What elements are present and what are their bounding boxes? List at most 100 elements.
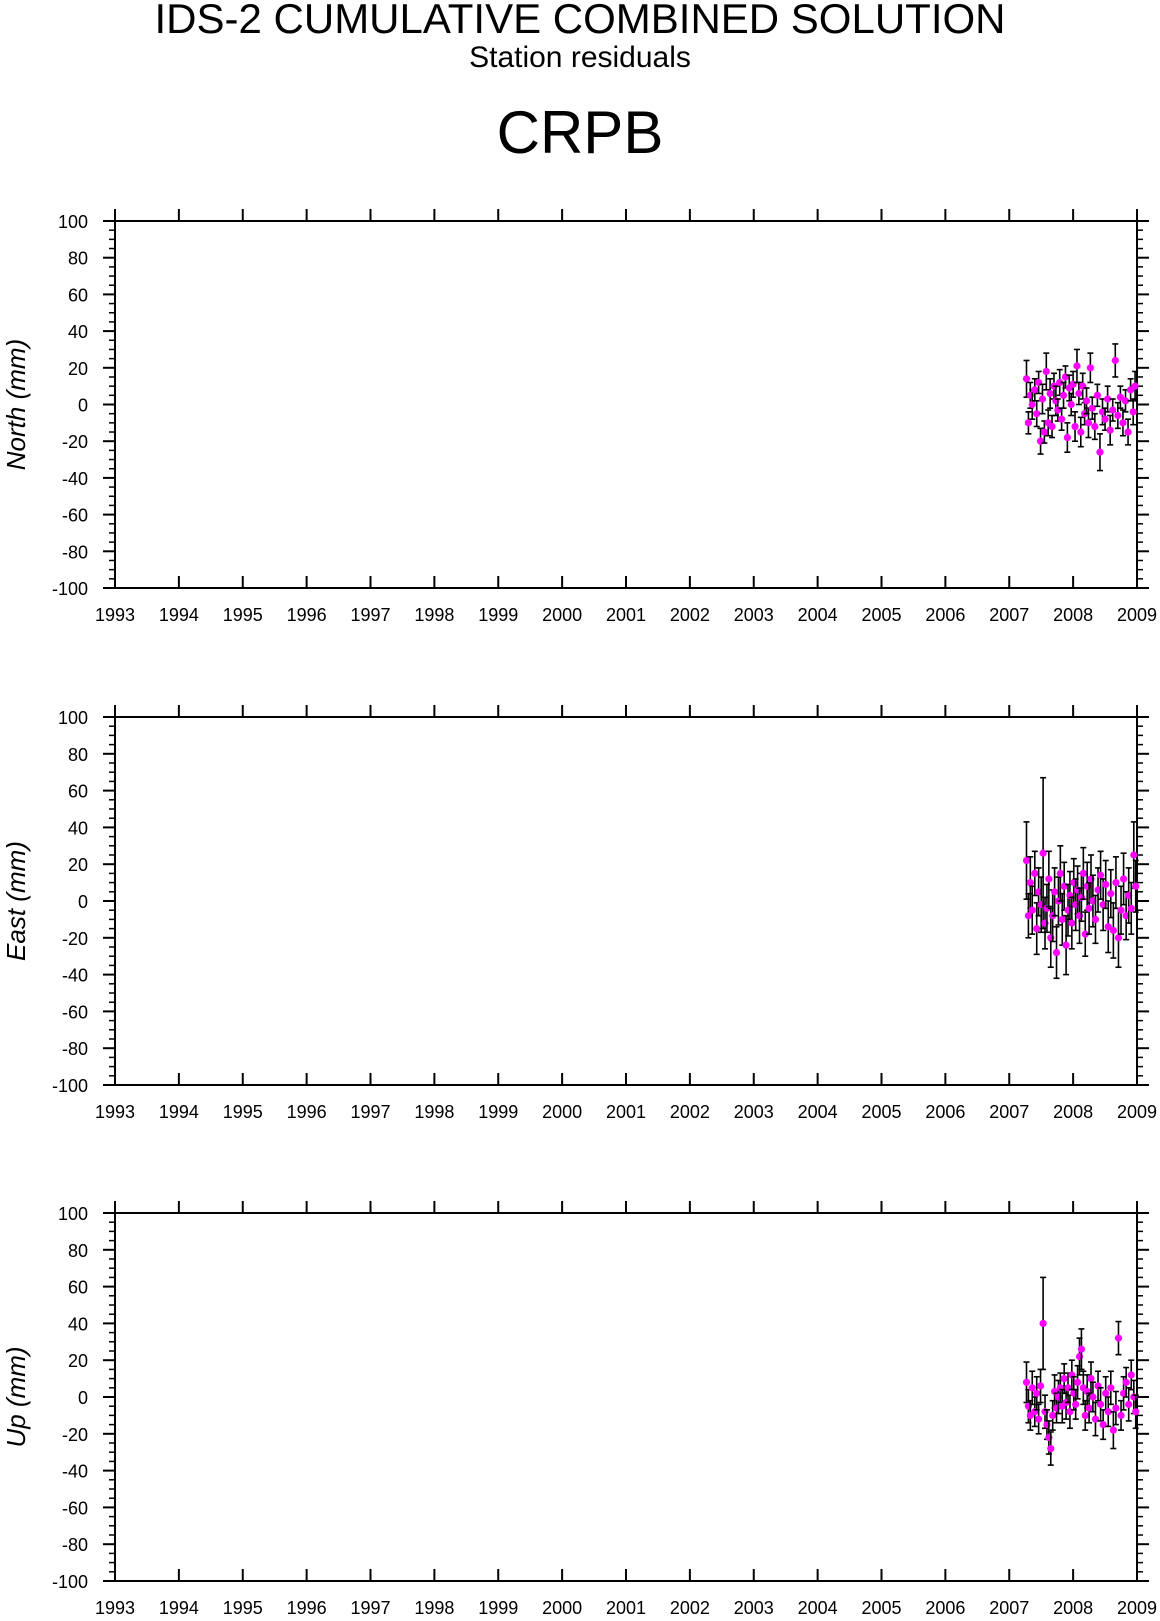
point-marker bbox=[1121, 397, 1130, 405]
y-tick-label: 20 bbox=[68, 855, 88, 875]
point-marker bbox=[1085, 1404, 1093, 1412]
data-point bbox=[1112, 1390, 1120, 1426]
point-marker bbox=[1111, 356, 1119, 365]
point-marker bbox=[1117, 906, 1125, 914]
x-tick-label: 2007 bbox=[989, 605, 1029, 625]
data-point bbox=[1077, 1328, 1086, 1371]
station-name: CRPB bbox=[496, 99, 664, 166]
x-tick-label: 1998 bbox=[414, 1102, 454, 1122]
x-tick-label: 2001 bbox=[606, 605, 646, 625]
point-marker bbox=[1077, 1345, 1086, 1353]
x-tick-label: 1999 bbox=[478, 1102, 518, 1122]
data-point bbox=[1026, 856, 1034, 910]
data-point bbox=[1075, 381, 1083, 406]
data-point bbox=[1131, 370, 1139, 402]
point-marker bbox=[1068, 919, 1076, 927]
y-axis-label: East (mm) bbox=[1, 841, 31, 961]
point-marker bbox=[1033, 410, 1041, 418]
point-marker bbox=[1039, 1319, 1047, 1327]
point-marker bbox=[1091, 915, 1100, 924]
data-point bbox=[1024, 892, 1033, 939]
x-tick-label: 1997 bbox=[350, 1102, 390, 1122]
x-tick-label: 2001 bbox=[606, 1598, 646, 1618]
point-marker bbox=[1109, 1426, 1117, 1434]
data-point bbox=[1031, 1396, 1039, 1428]
point-marker bbox=[1073, 1378, 1082, 1386]
point-marker bbox=[1112, 879, 1120, 887]
y-tick-label: 40 bbox=[68, 818, 88, 838]
y-tick-label: -40 bbox=[62, 469, 88, 489]
y-tick-label: 80 bbox=[68, 1241, 88, 1261]
y-tick-label: 80 bbox=[68, 745, 88, 765]
point-marker bbox=[1096, 871, 1105, 879]
y-tick-label: -20 bbox=[62, 1425, 88, 1445]
point-marker bbox=[1056, 869, 1064, 878]
point-marker bbox=[1026, 879, 1034, 887]
x-tick-label: 1998 bbox=[414, 605, 454, 625]
y-tick-label: -100 bbox=[52, 579, 88, 599]
point-marker bbox=[1028, 400, 1036, 409]
data-point bbox=[1109, 398, 1117, 422]
data-point bbox=[1086, 352, 1094, 384]
point-marker bbox=[1052, 948, 1061, 957]
point-marker bbox=[1099, 1421, 1107, 1429]
point-marker bbox=[1124, 428, 1132, 436]
y-tick-label: 40 bbox=[68, 1314, 88, 1334]
data-point bbox=[1089, 1381, 1097, 1413]
data-point bbox=[1058, 407, 1066, 431]
panel-east: 1993 1994 1995 1996 1997 1998 1999 2000 2001 2002… bbox=[1, 705, 1157, 1122]
data-point bbox=[1104, 900, 1112, 954]
data-point bbox=[1129, 398, 1137, 426]
point-marker bbox=[1060, 1375, 1068, 1383]
y-tick-label: -40 bbox=[62, 1462, 88, 1482]
y-tick-label: -60 bbox=[62, 1498, 88, 1518]
x-tick-label: 2008 bbox=[1053, 1598, 1093, 1618]
data-point bbox=[1114, 1320, 1123, 1356]
point-marker bbox=[1101, 415, 1109, 423]
data-point bbox=[1022, 1361, 1031, 1404]
panel-north: 1993 1994 1995 1996 1997 1998 1999 2000 2001 2002… bbox=[1, 209, 1157, 625]
data-point bbox=[1091, 1401, 1100, 1437]
point-marker bbox=[1022, 856, 1031, 865]
point-marker bbox=[1112, 1404, 1120, 1412]
point-marker bbox=[1031, 386, 1039, 394]
x-tick-label: 2004 bbox=[798, 1598, 838, 1618]
point-marker bbox=[1042, 367, 1050, 376]
y-tick-label: 60 bbox=[68, 782, 88, 802]
data-point bbox=[1132, 1394, 1140, 1430]
y-tick-label: -80 bbox=[62, 1039, 88, 1059]
y-tick-label: 0 bbox=[78, 892, 88, 912]
x-tick-label: 2003 bbox=[734, 1598, 774, 1618]
data-point bbox=[1119, 852, 1128, 906]
data-point bbox=[1122, 1366, 1130, 1398]
plot-frame bbox=[114, 1212, 1138, 1582]
y-tick-label: -100 bbox=[52, 1076, 88, 1096]
point-marker bbox=[1047, 1444, 1055, 1453]
x-tick-label: 1997 bbox=[350, 1598, 390, 1618]
x-tick-label: 2007 bbox=[989, 1598, 1029, 1618]
x-tick-label: 1999 bbox=[478, 605, 518, 625]
point-marker bbox=[1091, 422, 1099, 431]
point-marker bbox=[1035, 1415, 1043, 1423]
point-marker bbox=[1106, 426, 1114, 434]
x-tick-label: 2009 bbox=[1117, 1102, 1157, 1122]
data-point bbox=[1035, 1403, 1043, 1435]
point-marker bbox=[1040, 428, 1048, 436]
y-axis-label: North (mm) bbox=[1, 339, 31, 470]
y-tick-label: 80 bbox=[68, 249, 88, 269]
point-marker bbox=[1022, 1378, 1031, 1386]
data-point bbox=[1109, 1410, 1117, 1450]
data-point bbox=[1045, 850, 1053, 908]
point-marker bbox=[1082, 397, 1091, 405]
point-marker bbox=[1091, 1415, 1100, 1423]
data-point bbox=[1031, 850, 1039, 897]
point-marker bbox=[1107, 1384, 1115, 1392]
data-point bbox=[1044, 409, 1052, 437]
point-marker bbox=[1088, 404, 1096, 412]
point-marker bbox=[1131, 382, 1139, 390]
point-marker bbox=[1109, 926, 1117, 935]
y-tick-label: 0 bbox=[78, 1388, 88, 1408]
y-tick-label: 60 bbox=[68, 285, 88, 305]
y-tick-label: 20 bbox=[68, 1351, 88, 1371]
y-tick-label: 60 bbox=[68, 1278, 88, 1298]
